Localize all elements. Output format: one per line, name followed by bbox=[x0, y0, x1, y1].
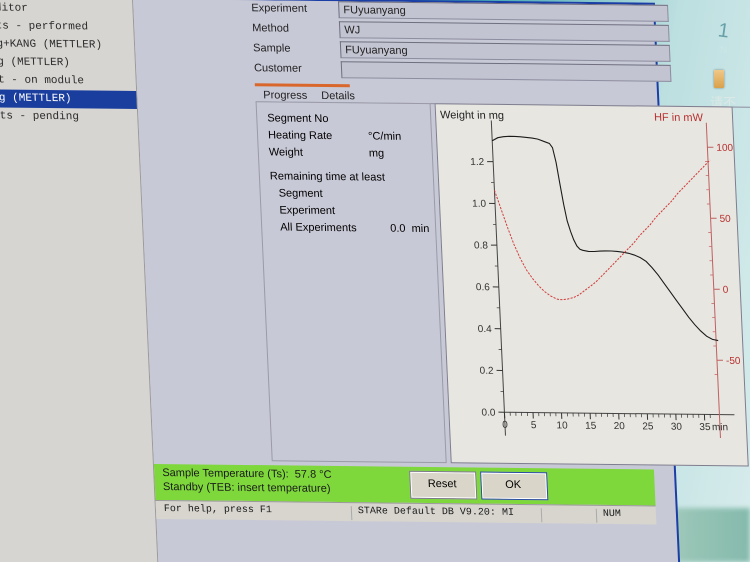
svg-text:Weight in mg: Weight in mg bbox=[440, 109, 505, 122]
svg-text:20: 20 bbox=[614, 421, 626, 432]
svg-text:35: 35 bbox=[699, 422, 711, 433]
svg-text:min: min bbox=[712, 422, 729, 433]
svg-text:10: 10 bbox=[556, 420, 568, 431]
svg-text:0.8: 0.8 bbox=[474, 240, 489, 251]
svg-text:-50: -50 bbox=[726, 356, 741, 367]
svg-text:0.0: 0.0 bbox=[481, 407, 496, 418]
svg-text:0.4: 0.4 bbox=[478, 324, 493, 335]
svg-text:1.2: 1.2 bbox=[470, 157, 485, 168]
svg-text:5: 5 bbox=[531, 420, 537, 431]
svg-text:50: 50 bbox=[719, 214, 731, 225]
svg-text:100: 100 bbox=[716, 143, 734, 154]
svg-text:30: 30 bbox=[671, 422, 683, 433]
svg-text:25: 25 bbox=[642, 421, 654, 432]
svg-text:0.6: 0.6 bbox=[476, 282, 491, 293]
svg-text:HF in mW: HF in mW bbox=[654, 112, 704, 125]
svg-text:0.2: 0.2 bbox=[479, 366, 494, 377]
svg-text:0: 0 bbox=[502, 420, 508, 431]
svg-text:1.0: 1.0 bbox=[472, 199, 487, 210]
svg-text:0: 0 bbox=[723, 285, 729, 296]
svg-text:15: 15 bbox=[585, 421, 597, 432]
